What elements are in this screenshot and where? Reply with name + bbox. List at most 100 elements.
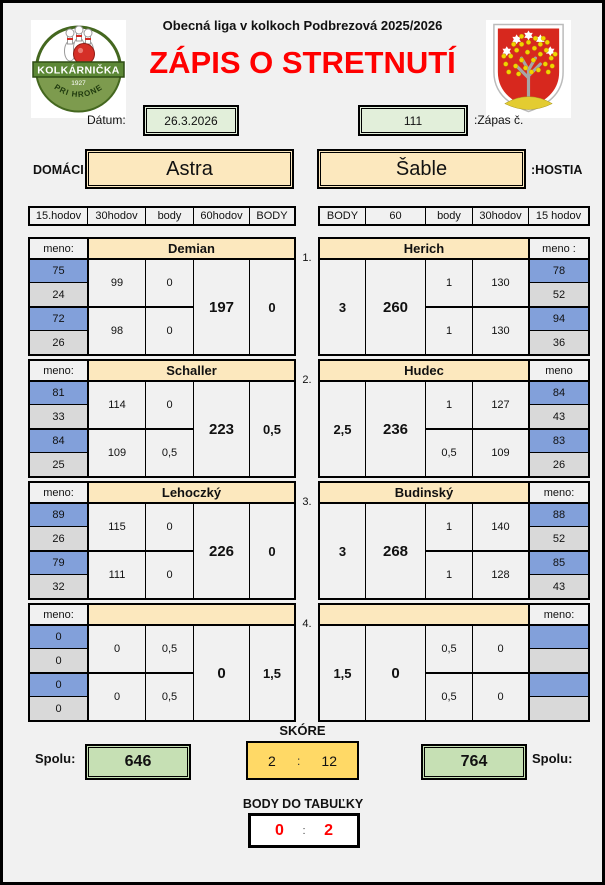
home-total60-cell[interactable]: 197 (193, 258, 249, 354)
away-throws15-cell[interactable]: 52 (528, 282, 588, 306)
away-throws15-cell[interactable] (528, 648, 588, 672)
away-body-cell[interactable]: 1 (425, 258, 472, 306)
away-throws30-cell[interactable]: 0 (472, 672, 528, 720)
away-throws30-cell[interactable]: 140 (472, 502, 528, 550)
home-throws15-cell[interactable]: 0 (30, 696, 87, 720)
home-throws30-cell[interactable]: 115 (87, 502, 145, 550)
home-total60-cell[interactable]: 226 (193, 502, 249, 598)
home-throws15-cell[interactable]: 32 (30, 574, 87, 598)
home-throws30-cell[interactable]: 111 (87, 550, 145, 598)
away-body-cell[interactable]: 1 (425, 380, 472, 428)
date-field[interactable]: 26.3.2026 (143, 105, 239, 136)
home-player-name-cell[interactable]: Schaller (87, 361, 294, 380)
away-total-field[interactable]: 764 (421, 744, 527, 780)
away-throws15-cell[interactable]: 52 (528, 526, 588, 550)
away-player-name-cell[interactable] (320, 605, 528, 624)
home-throws15-cell[interactable]: 26 (30, 330, 87, 354)
home-throws15-cell[interactable]: 26 (30, 526, 87, 550)
away-throws30-cell[interactable]: 130 (472, 258, 528, 306)
home-total60-cell[interactable]: 0 (193, 624, 249, 720)
away-total60-cell[interactable]: 268 (365, 502, 425, 598)
home-body-cell[interactable]: 0 (145, 380, 193, 428)
away-player-name-cell[interactable]: Hudec (320, 361, 528, 380)
away-body-cell[interactable]: 1 (425, 502, 472, 550)
home-body-cell[interactable]: 0 (145, 502, 193, 550)
table-points-box[interactable]: 0 : 2 (248, 813, 360, 848)
away-throws15-cell[interactable]: 83 (528, 428, 588, 452)
home-throws15-cell[interactable]: 89 (30, 502, 87, 526)
away-throws30-cell[interactable]: 130 (472, 306, 528, 354)
away-points-cell[interactable]: 3 (320, 502, 365, 598)
home-body-cell[interactable]: 0 (145, 258, 193, 306)
home-throws15-cell[interactable]: 84 (30, 428, 87, 452)
away-throws15-cell[interactable]: 88 (528, 502, 588, 526)
away-body-cell[interactable]: 0,5 (425, 672, 472, 720)
home-throws30-cell[interactable]: 98 (87, 306, 145, 354)
away-team-name-field[interactable]: Šable (317, 149, 526, 189)
away-throws15-cell[interactable] (528, 696, 588, 720)
away-throws15-cell[interactable] (528, 672, 588, 696)
home-throws15-cell[interactable]: 0 (30, 624, 87, 648)
away-throws15-cell[interactable]: 78 (528, 258, 588, 282)
home-team-name-field[interactable]: Astra (85, 149, 294, 189)
home-throws30-cell[interactable]: 0 (87, 672, 145, 720)
away-throws30-cell[interactable]: 0 (472, 624, 528, 672)
home-player-name-cell[interactable]: Demian (87, 239, 294, 258)
home-player-name-cell[interactable] (87, 605, 294, 624)
away-throws15-cell[interactable]: 36 (528, 330, 588, 354)
away-points-cell[interactable]: 3 (320, 258, 365, 354)
home-points-cell[interactable]: 0,5 (249, 380, 294, 476)
away-total60-cell[interactable]: 236 (365, 380, 425, 476)
home-points-cell[interactable]: 0 (249, 258, 294, 354)
home-throws15-cell[interactable]: 75 (30, 258, 87, 282)
away-throws15-cell[interactable]: 85 (528, 550, 588, 574)
match-number-field[interactable]: 111 (358, 105, 468, 136)
home-body-cell[interactable]: 0 (145, 306, 193, 354)
score-label: SKÓRE (279, 723, 326, 738)
away-throws15-cell[interactable]: 84 (528, 380, 588, 404)
home-throws15-cell[interactable]: 0 (30, 672, 87, 696)
away-points-cell[interactable]: 1,5 (320, 624, 365, 720)
home-player-name-cell[interactable]: Lehoczký (87, 483, 294, 502)
home-throws30-cell[interactable]: 99 (87, 258, 145, 306)
away-points-cell[interactable]: 2,5 (320, 380, 365, 476)
home-body-cell[interactable]: 0,5 (145, 672, 193, 720)
home-meno-label: meno: (43, 608, 74, 621)
away-body-cell[interactable]: 1 (425, 306, 472, 354)
home-body-cell[interactable]: 0 (145, 550, 193, 598)
away-throws15-cell[interactable]: 43 (528, 574, 588, 598)
home-throws15-cell[interactable]: 0 (30, 648, 87, 672)
away-throws15-cell[interactable]: 94 (528, 306, 588, 330)
home-throws15-cell[interactable]: 72 (30, 306, 87, 330)
away-throws30-cell[interactable]: 127 (472, 380, 528, 428)
table-points-separator: : (302, 824, 306, 837)
away-player-name-cell[interactable]: Budinský (320, 483, 528, 502)
score-box[interactable]: 2 : 12 (246, 741, 359, 780)
away-body-cell[interactable]: 0,5 (425, 624, 472, 672)
away-throws30-cell[interactable]: 109 (472, 428, 528, 476)
home-throws30-cell[interactable]: 114 (87, 380, 145, 428)
home-body-cell[interactable]: 0,5 (145, 624, 193, 672)
away-throws15-cell[interactable]: 43 (528, 404, 588, 428)
away-throws15-cell[interactable] (528, 624, 588, 648)
home-throws15-cell[interactable]: 25 (30, 452, 87, 476)
home-total60-cell[interactable]: 223 (193, 380, 249, 476)
home-throws15-cell[interactable]: 33 (30, 404, 87, 428)
home-points-cell[interactable]: 1,5 (249, 624, 294, 720)
away-total60-cell[interactable]: 0 (365, 624, 425, 720)
home-total-field[interactable]: 646 (85, 744, 191, 780)
away-total60-cell[interactable]: 260 (365, 258, 425, 354)
home-throws15-cell[interactable]: 81 (30, 380, 87, 404)
home-throws30-cell[interactable]: 109 (87, 428, 145, 476)
home-body-cell[interactable]: 0,5 (145, 428, 193, 476)
home-points-cell[interactable]: 0 (249, 502, 294, 598)
away-throws15-cell[interactable]: 26 (528, 452, 588, 476)
away-player-name-cell[interactable]: Herich (320, 239, 528, 258)
score-away-value: 12 (321, 752, 337, 769)
away-body-cell[interactable]: 0,5 (425, 428, 472, 476)
home-throws30-cell[interactable]: 0 (87, 624, 145, 672)
home-throws15-cell[interactable]: 24 (30, 282, 87, 306)
home-throws15-cell[interactable]: 79 (30, 550, 87, 574)
away-body-cell[interactable]: 1 (425, 550, 472, 598)
away-throws30-cell[interactable]: 128 (472, 550, 528, 598)
